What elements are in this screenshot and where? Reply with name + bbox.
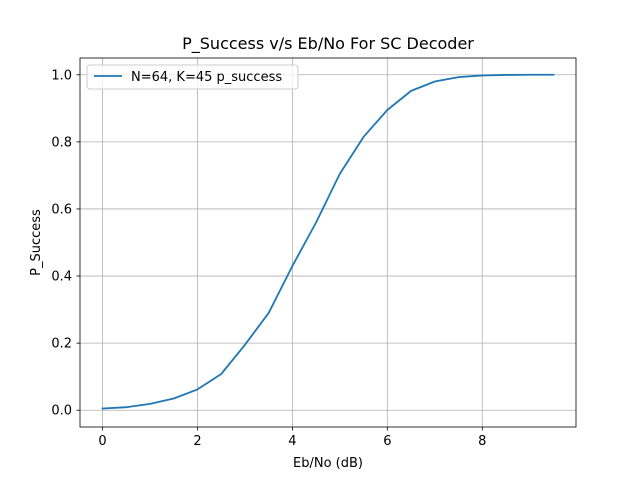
y-tick-label: 0.6 — [51, 202, 72, 217]
chart-title: P_Success v/s Eb/No For SC Decoder — [182, 34, 474, 54]
y-tick-label: 0.0 — [51, 404, 72, 419]
x-tick-label: 0 — [98, 434, 106, 449]
y-tick-label: 0.2 — [51, 337, 72, 352]
legend: N=64, K=45 p_success — [86, 64, 299, 90]
x-tick-label: 8 — [478, 434, 486, 449]
x-tick-label: 6 — [383, 434, 391, 449]
x-tick-label: 2 — [193, 434, 201, 449]
legend-entry-label: N=64, K=45 p_success — [131, 70, 282, 85]
x-axis-label: Eb/No (dB) — [293, 456, 363, 471]
y-tick-label: 0.8 — [51, 135, 72, 150]
y-axis-ticks: 0.0 0.2 0.4 0.6 0.8 1.0 — [51, 68, 80, 419]
y-tick-label: 1.0 — [51, 68, 72, 83]
x-axis-ticks: 0 2 4 6 8 — [98, 427, 486, 449]
plot-frame — [79, 57, 577, 428]
legend-box — [86, 64, 299, 90]
y-tick-label: 0.4 — [51, 270, 72, 285]
y-axis-label: P_Success — [29, 209, 44, 276]
series-layer — [101, 73, 555, 410]
x-tick-label: 4 — [288, 434, 296, 449]
plot-area — [80, 58, 576, 427]
series-line — [101, 73, 555, 410]
